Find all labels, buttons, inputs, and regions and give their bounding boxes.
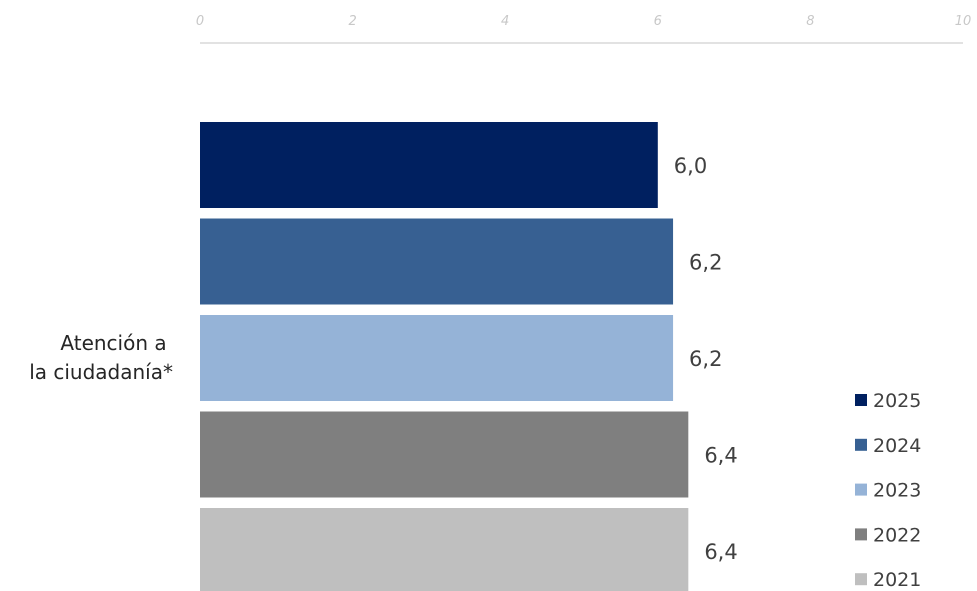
value-labels: 6,0 6,2 6,2 6,4 6,4 xyxy=(674,154,738,564)
legend-swatch-2021 xyxy=(855,573,867,586)
bar-2025 xyxy=(200,122,658,208)
x-tick-label: 4 xyxy=(501,14,509,29)
legend-label-2025: 2025 xyxy=(873,390,921,412)
category-label-line-1: Atención a xyxy=(60,331,166,355)
x-tick-label: 2 xyxy=(348,14,356,29)
value-label-2024: 6,2 xyxy=(689,251,722,275)
bar-2024 xyxy=(200,218,674,305)
x-tick-label: 6 xyxy=(654,14,662,29)
legend-swatch-2023 xyxy=(855,483,867,496)
legend-label-2023: 2023 xyxy=(873,480,921,502)
category-label-line-2: la ciudadanía* xyxy=(29,360,173,384)
legend-label-2024: 2024 xyxy=(873,435,921,457)
value-label-2021: 6,4 xyxy=(704,540,737,564)
value-label-2022: 6,4 xyxy=(704,444,737,468)
legend-swatch-2022 xyxy=(855,528,867,541)
value-label-2025: 6,0 xyxy=(674,154,707,178)
bars xyxy=(200,122,689,591)
legend-swatch-2025 xyxy=(855,394,867,406)
legend-label-2022: 2022 xyxy=(873,524,921,546)
x-tick-label: 10 xyxy=(955,14,972,29)
x-tick-label: 0 xyxy=(196,14,204,29)
value-label-2023: 6,2 xyxy=(689,347,722,371)
category-label: Atención a la ciudadanía* xyxy=(29,331,173,384)
x-tick-label: 8 xyxy=(806,14,814,29)
legend-swatch-2024 xyxy=(855,438,867,451)
legend-label-2021: 2021 xyxy=(873,569,921,591)
legend: 2025 2024 2023 2022 2021 xyxy=(855,390,921,591)
bar-2021 xyxy=(200,508,689,591)
x-axis-ticks: 0 2 4 6 8 10 xyxy=(196,14,971,29)
bar-2022 xyxy=(200,411,689,498)
bar-2023 xyxy=(200,315,674,401)
